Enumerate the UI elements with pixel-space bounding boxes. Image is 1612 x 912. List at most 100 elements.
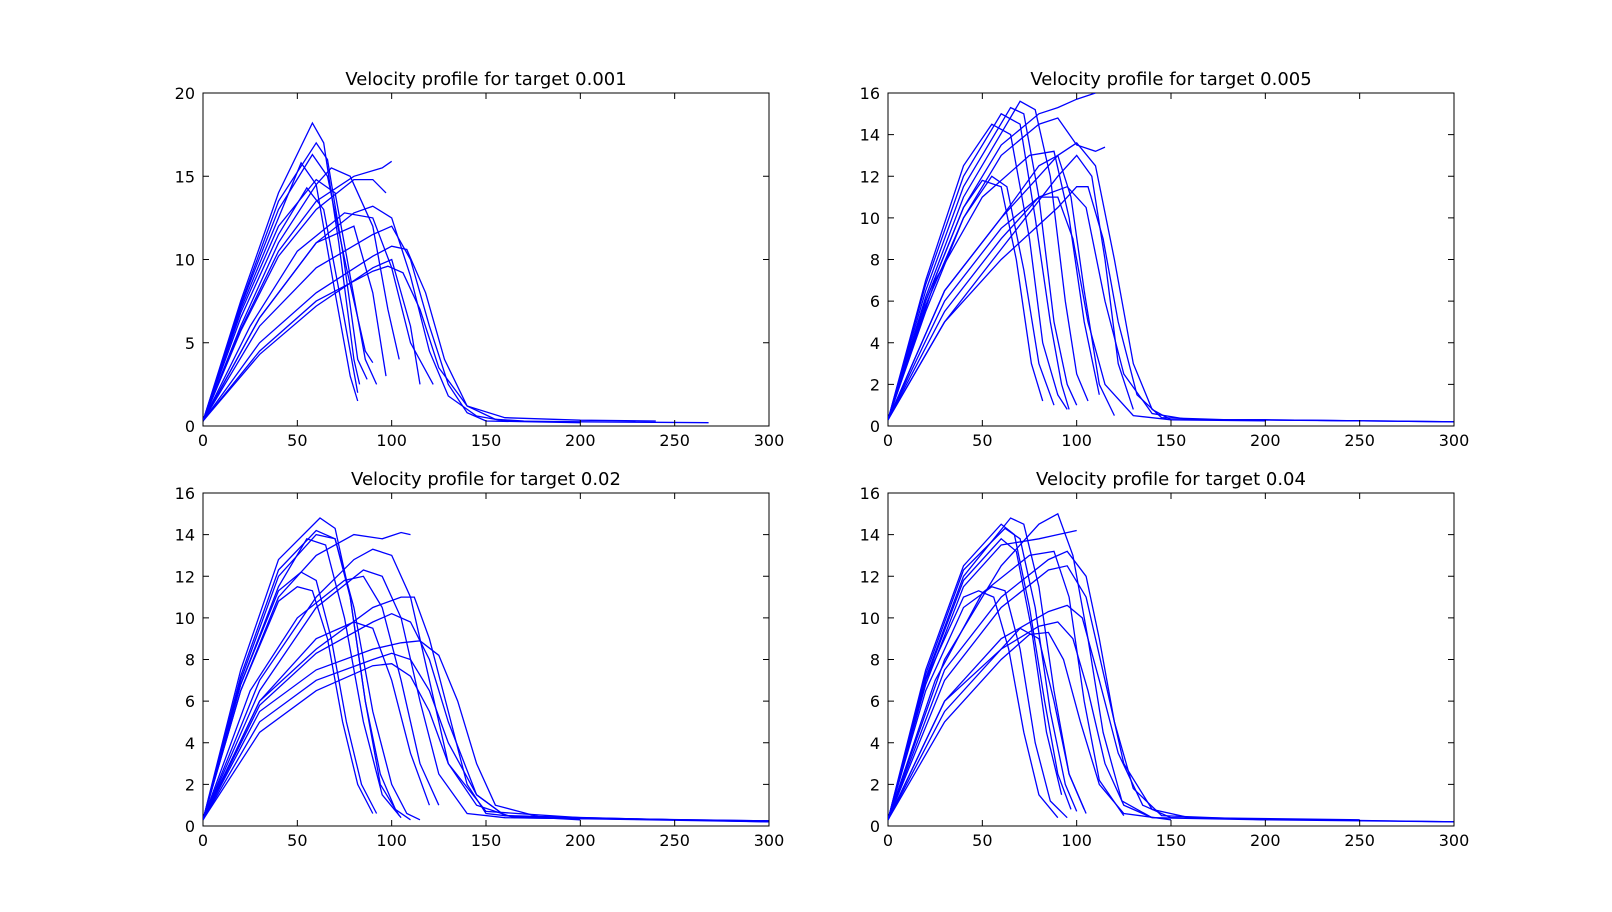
plot-area	[887, 92, 1455, 427]
series-line-1	[888, 123, 1068, 420]
y-tick-label: 4	[185, 734, 195, 753]
x-tick-label: 200	[1250, 831, 1281, 850]
series-line-2	[203, 141, 368, 422]
series-line-3	[203, 153, 374, 422]
x-tick-label: 300	[1439, 431, 1470, 450]
series-line-7	[888, 179, 1044, 420]
x-tick-label: 300	[1439, 831, 1470, 850]
x-tick-label: 100	[376, 431, 407, 450]
x-tick-label: 0	[883, 831, 893, 850]
series-line-8	[203, 160, 393, 422]
panel-title: Velocity profile for target 0.005	[1030, 69, 1311, 90]
series-line-1	[203, 517, 411, 821]
x-tick-label: 100	[376, 831, 407, 850]
y-tick-label: 5	[185, 334, 195, 353]
panel-title: Velocity profile for target 0.04	[1036, 469, 1306, 490]
x-tick-label: 50	[287, 831, 307, 850]
series-line-2	[888, 112, 1070, 420]
y-tick-label: 10	[175, 609, 195, 628]
x-tick-label: 100	[1061, 431, 1092, 450]
series-line-12	[888, 621, 1266, 821]
x-tick-label: 150	[471, 431, 502, 450]
x-tick-label: 100	[1061, 831, 1092, 850]
y-tick-label: 6	[185, 692, 195, 711]
x-tick-label: 250	[1344, 431, 1375, 450]
series-line-13	[888, 154, 1115, 421]
y-tick-label: 2	[870, 775, 880, 794]
series-line-15	[888, 550, 1125, 821]
y-tick-label: 6	[870, 292, 880, 311]
y-tick-label: 4	[870, 734, 880, 753]
y-tick-label: 2	[870, 375, 880, 394]
y-tick-label: 0	[185, 417, 195, 436]
y-tick-label: 4	[870, 334, 880, 353]
y-tick-label: 14	[860, 126, 880, 145]
series-line-14	[888, 150, 1100, 421]
x-tick-label: 150	[1156, 431, 1187, 450]
plot-area	[202, 92, 770, 427]
y-tick-label: 8	[870, 251, 880, 270]
series-line-16	[203, 621, 431, 821]
series-line-4	[888, 100, 1089, 420]
series-group	[203, 517, 769, 823]
y-tick-label: 8	[185, 651, 195, 670]
series-line-12	[203, 640, 769, 822]
y-tick-label: 0	[870, 417, 880, 436]
y-tick-label: 10	[175, 251, 195, 270]
series-line-13	[203, 265, 656, 422]
panel-target-0.04: 0 50 100 150 200 250 300 0 2 4 6 8 10 12 14 16 Velocity …	[860, 469, 1470, 850]
series-line-12	[888, 154, 1134, 421]
x-tick-label: 150	[471, 831, 502, 850]
series-line-8	[888, 512, 1153, 821]
series-line-6	[203, 585, 374, 820]
panel-title: Velocity profile for target 0.02	[351, 469, 621, 490]
series-line-3	[888, 517, 1085, 820]
x-tick-label: 200	[565, 831, 596, 850]
series-group	[888, 93, 1454, 423]
series-line-5	[888, 529, 1077, 820]
y-tick-label: 0	[870, 817, 880, 836]
x-tick-label: 50	[972, 431, 992, 450]
x-tick-label: 0	[883, 431, 893, 450]
series-line-15	[888, 196, 1266, 422]
series-line-1	[203, 121, 361, 422]
y-tick-label: 6	[870, 692, 880, 711]
x-tick-label: 50	[287, 431, 307, 450]
y-tick-label: 10	[860, 209, 880, 228]
x-tick-label: 250	[659, 831, 690, 850]
series-line-2	[888, 527, 1078, 820]
x-tick-label: 150	[1156, 831, 1187, 850]
series-line-7	[203, 571, 378, 820]
series-line-11	[888, 186, 1360, 422]
y-tick-label: 12	[860, 567, 880, 586]
x-tick-label: 300	[754, 431, 785, 450]
series-line-5	[203, 186, 359, 422]
y-tick-label: 16	[175, 484, 195, 503]
series-line-3	[888, 106, 1078, 420]
series-line-9	[203, 178, 387, 422]
y-tick-label: 20	[175, 84, 195, 103]
panel-target-0.02: 0 50 100 150 200 250 300 0 2 4 6 8 10 12 14 16 Velocity …	[175, 469, 785, 850]
panel-target-0.005: 0 50 100 150 200 250 300 0 2 4 6 8 10 12 14 16 Velocity …	[860, 69, 1470, 450]
plot-area	[202, 492, 770, 827]
y-tick-label: 0	[185, 817, 195, 836]
series-line-4	[888, 537, 1063, 820]
y-tick-label: 8	[870, 651, 880, 670]
series-line-6	[888, 117, 1106, 421]
series-group	[888, 512, 1454, 823]
y-tick-label: 16	[860, 84, 880, 103]
panel-target-0.001: 0 50 100 150 200 250 300 0 5 10 15 20 Velocity profi…	[175, 69, 785, 450]
series-line-15	[203, 575, 440, 821]
series-line-9	[888, 550, 1454, 823]
series-line-14	[203, 258, 421, 422]
y-tick-label: 12	[175, 567, 195, 586]
series-line-14	[203, 663, 769, 822]
panel-title: Velocity profile for target 0.001	[345, 69, 626, 90]
series-line-11	[888, 604, 1454, 823]
x-tick-label: 300	[754, 831, 785, 850]
series-line-12	[203, 245, 524, 422]
x-tick-label: 200	[1250, 431, 1281, 450]
series-line-6	[203, 178, 378, 422]
y-tick-label: 16	[860, 484, 880, 503]
series-line-10	[203, 596, 675, 821]
